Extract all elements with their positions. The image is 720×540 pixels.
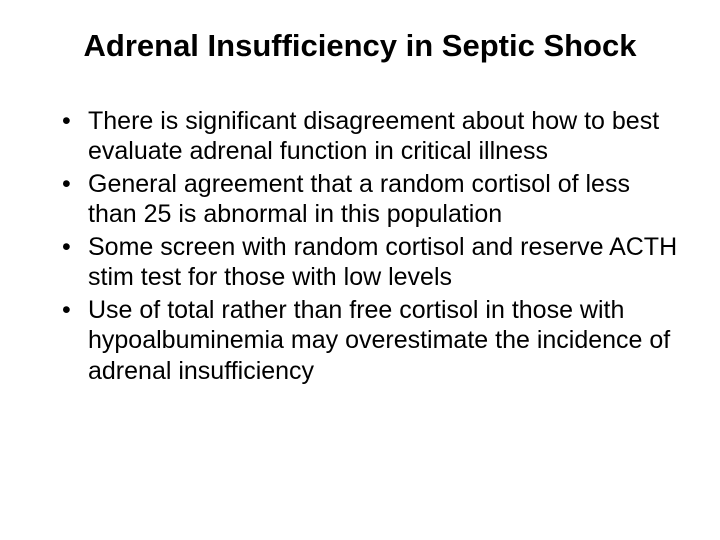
list-item: Some screen with random cortisol and res… [62,232,680,293]
slide-title: Adrenal Insufficiency in Septic Shock [40,28,680,64]
list-item: General agreement that a random cortisol… [62,169,680,230]
bullet-list: There is significant disagreement about … [40,106,680,387]
list-item: There is significant disagreement about … [62,106,680,167]
list-item: Use of total rather than free cortisol i… [62,295,680,387]
